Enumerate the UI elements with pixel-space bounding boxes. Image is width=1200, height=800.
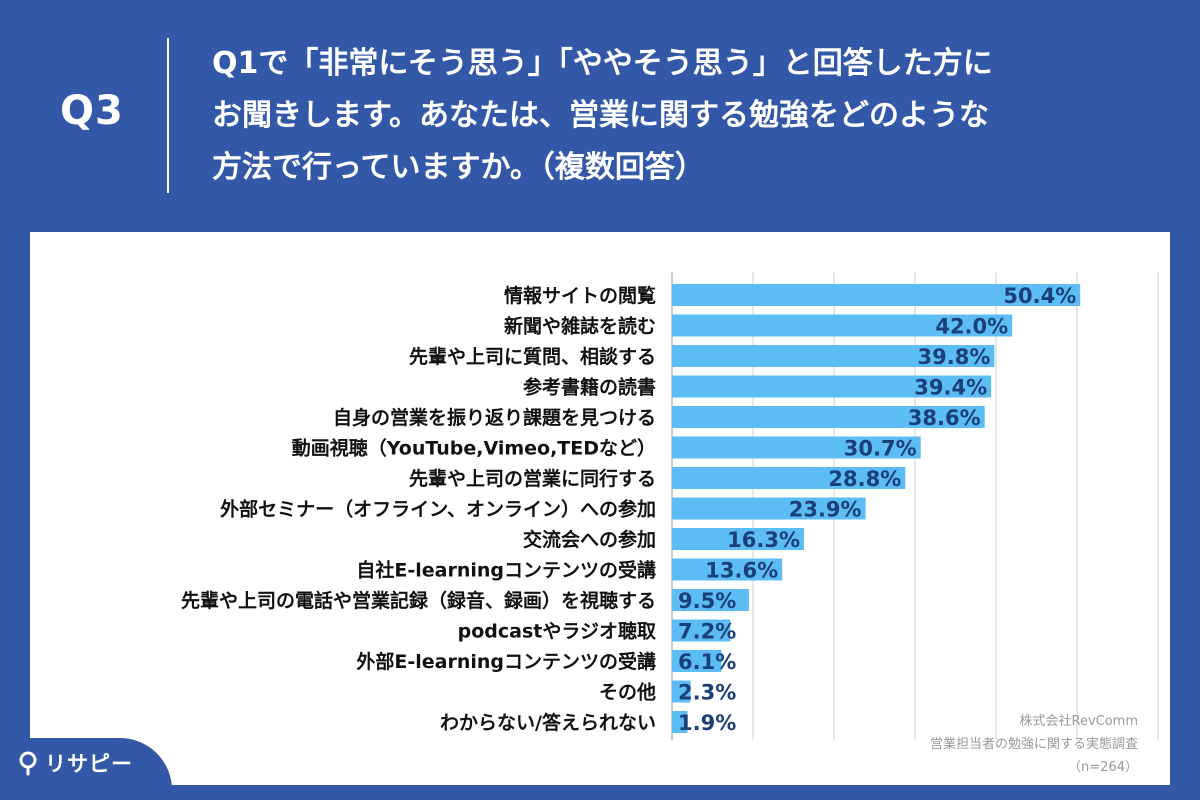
bar [672, 711, 688, 733]
logo-text: リサピー [45, 752, 133, 776]
category-label: podcastやラジオ聴取 [458, 621, 656, 643]
bar-chart: 情報サイトの閲覧 50.4% 新聞や雑誌を読む 42.0% 先輩や上司に質問、相談する 3… [181, 272, 1159, 740]
category-label: わからない/答えられない [440, 711, 656, 734]
source-survey: 営業担当者の勉強に関する実態調査 [929, 737, 1138, 752]
category-label: 新聞や雑誌を読む [504, 315, 656, 338]
bar [672, 314, 1013, 337]
category-label: その他 [599, 681, 656, 704]
category-label: 動画視聴（YouTube,Vimeo,TEDなど） [292, 437, 656, 460]
chart-panel: 情報サイトの閲覧 50.4% 新聞や雑誌を読む 42.0% 先輩や上司に質問、相談する 3… [30, 232, 1170, 785]
category-label: 交流会への参加 [523, 528, 656, 551]
bar [672, 680, 691, 703]
bar [672, 345, 995, 367]
category-label: 参考書籍の読書 [523, 376, 656, 399]
value-label: 30.7% [844, 437, 917, 461]
value-label: 1.9% [678, 711, 736, 735]
question-text: Q1で「非常にそう思う」「ややそう思う」と回答した方に お聞きします。あなたは、… [212, 38, 1172, 194]
value-label: 39.8% [918, 345, 991, 369]
header-divider [167, 38, 169, 193]
bar [672, 436, 921, 459]
value-label: 50.4% [1003, 284, 1076, 308]
value-label: 42.0% [935, 315, 1008, 339]
value-label: 13.6% [705, 559, 778, 583]
value-label: 23.9% [789, 498, 862, 522]
category-label: 自身の営業を振り返り課題を見つける [333, 406, 656, 429]
question-line: お聞きします。あなたは、営業に関する勉強をどのような [212, 98, 989, 133]
bar [672, 406, 985, 428]
category-label: 情報サイトの閲覧 [504, 284, 656, 307]
brand-logo: リサピー [18, 748, 133, 778]
value-label: 9.5% [678, 589, 736, 613]
category-label: 外部セミナー（オフライン、オンライン）への参加 [220, 498, 656, 521]
source-note: 株式会社RevComm 営業担当者の勉強に関する実態調査 （n=264） [930, 710, 1138, 779]
question-line: 方法で行っていますか。（複数回答） [212, 150, 705, 185]
bar [672, 558, 783, 581]
value-label: 6.1% [678, 650, 736, 674]
category-label: 先輩や上司の電話や営業記録（録音、録画）を視聴する [181, 589, 656, 612]
bar [672, 650, 722, 672]
question-line: Q1で「非常にそう思う」「ややそう思う」と回答した方に [212, 46, 993, 81]
bar [672, 619, 731, 642]
bar [672, 375, 992, 398]
question-number: Q3 [60, 88, 124, 134]
category-label: 先輩や上司の営業に同行する [409, 467, 656, 490]
value-label: 16.3% [727, 528, 800, 552]
value-label: 39.4% [914, 376, 987, 400]
category-label: 外部E-learningコンテンツの受講 [356, 650, 656, 673]
bar [672, 528, 805, 550]
value-label: 28.8% [828, 467, 901, 491]
bar [672, 497, 866, 520]
value-label: 7.2% [678, 620, 736, 644]
category-label: 自社E-learningコンテンツの受講 [356, 559, 656, 582]
bar [672, 284, 1081, 306]
value-label: 2.3% [678, 681, 736, 705]
source-company: 株式会社RevComm [1019, 714, 1139, 729]
bar [672, 589, 749, 611]
category-label: 先輩や上司に質問、相談する [409, 345, 656, 368]
bar [672, 467, 906, 489]
source-sample-size: （n=264） [1068, 760, 1138, 775]
value-label: 38.6% [908, 406, 981, 430]
pin-icon [19, 751, 37, 776]
